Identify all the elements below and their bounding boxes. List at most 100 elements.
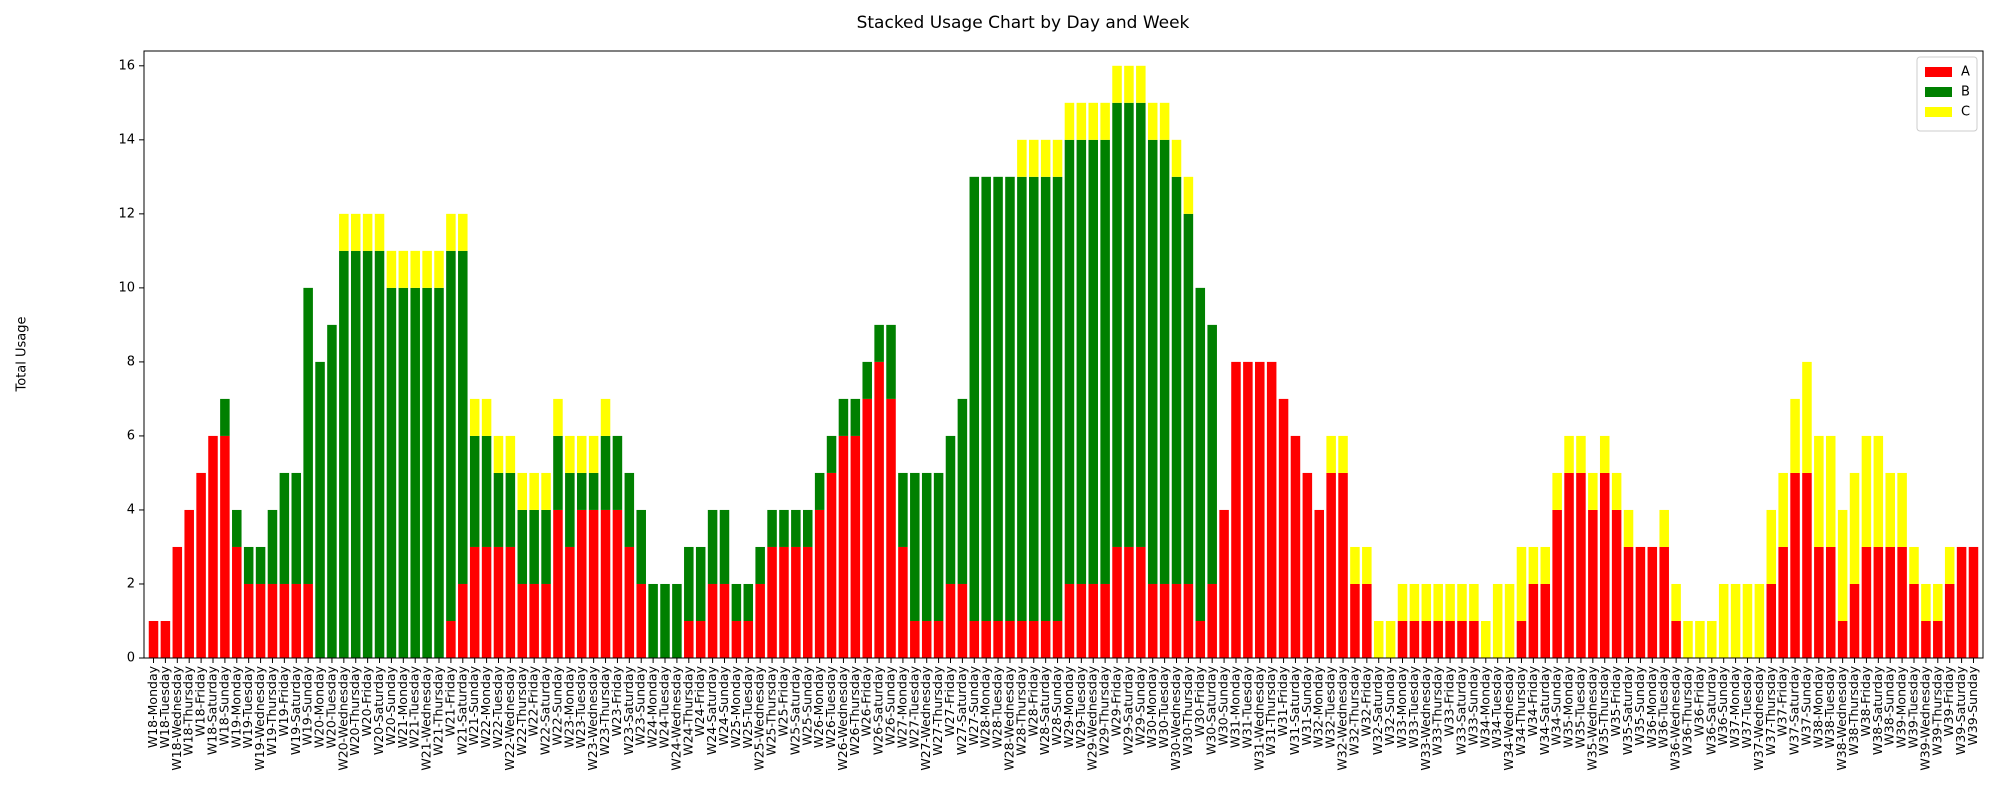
bar-segment — [1076, 139, 1087, 584]
bar-segment — [1064, 139, 1075, 584]
x-tick-label: W38-Thursday — [1846, 665, 1861, 755]
x-tick-label: W28-Friday — [1025, 665, 1040, 736]
x-tick-label: W39-Wednesday — [1917, 665, 1932, 770]
x-tick-label: W18-Monday — [145, 665, 160, 748]
bar-segment — [1802, 472, 1812, 658]
bar-segment — [600, 509, 611, 658]
x-tick-label: W36-Tuesday — [1656, 665, 1671, 748]
bar-segment — [1159, 583, 1170, 658]
bar-segment — [1576, 472, 1586, 658]
bar-segment — [672, 583, 682, 658]
bar-segment — [731, 620, 742, 658]
bar-segment — [1147, 102, 1158, 140]
bar-segment — [1778, 546, 1788, 658]
x-tick-label: W36-Sunday — [1715, 665, 1730, 745]
x-tick-label: W33-Tuesday — [1406, 665, 1421, 748]
x-tick-label: W26-Tuesday — [823, 665, 838, 748]
x-tick-label: W33-Saturday — [1453, 665, 1468, 755]
bar-segment — [814, 509, 825, 658]
bar-segment — [529, 583, 539, 658]
bar-segment — [684, 620, 694, 658]
x-tick-label: W38-Tuesday — [1822, 665, 1837, 748]
bar-segment — [1290, 435, 1301, 658]
bar-segment — [255, 546, 266, 584]
x-tick-label: W34-Thursday — [1513, 665, 1528, 755]
bar-segment — [1683, 620, 1693, 658]
bar-segment — [1469, 620, 1479, 658]
bar-segment — [1849, 472, 1860, 584]
x-tick-label: W31-Tuesday — [1239, 665, 1254, 748]
x-tick-label: W22-Sunday — [549, 665, 564, 745]
legend-swatch — [1925, 107, 1952, 117]
bar-segment — [1754, 583, 1765, 658]
bar-segment — [1718, 583, 1729, 658]
y-tick-label: 2 — [127, 576, 135, 591]
bar-segment — [1861, 435, 1872, 547]
y-tick-label: 14 — [118, 132, 135, 147]
bar-segment — [1588, 509, 1598, 658]
x-tick-label: W37-Friday — [1775, 665, 1790, 736]
x-tick-label: W34-Friday — [1525, 665, 1540, 736]
bar-segment — [1029, 139, 1039, 177]
bar-segment — [1088, 583, 1098, 658]
bar-segment — [1540, 546, 1551, 584]
bar-segment — [1825, 435, 1836, 547]
x-tick-label: W19-Sunday — [300, 665, 315, 745]
bar-segment — [1409, 583, 1420, 621]
bar-segment — [481, 398, 492, 436]
x-tick-label: W30-Tuesday — [1156, 665, 1171, 748]
x-tick-label: W34-Wednesday — [1501, 665, 1516, 770]
bar-segment — [874, 324, 884, 362]
bar-segment — [1528, 583, 1539, 658]
bar-segment — [279, 472, 290, 584]
x-tick-label: W20-Wednesday — [335, 665, 350, 770]
bar-segment — [160, 620, 171, 658]
bar-segment — [1873, 435, 1884, 547]
x-tick-label: W32-Friday — [1358, 665, 1373, 736]
x-tick-label: W39-Saturday — [1953, 665, 1968, 755]
bar-segment — [791, 546, 801, 658]
bar-segment — [588, 509, 599, 658]
bar-segment — [458, 213, 468, 251]
x-tick-label: W23-Tuesday — [573, 665, 588, 748]
bar-segment — [636, 583, 646, 658]
bar-segment — [898, 546, 908, 658]
bar-segment — [1136, 102, 1146, 547]
bar-segment — [1611, 509, 1622, 658]
x-tick-label: W32-Tuesday — [1323, 665, 1338, 748]
bar-segment — [1136, 546, 1146, 658]
x-tick-label: W33-Monday — [1394, 665, 1409, 748]
bar-segment — [1266, 361, 1277, 658]
bar-segment — [1481, 620, 1491, 658]
x-tick-label: W30-Saturday — [1204, 665, 1219, 755]
bar-segment — [743, 583, 754, 621]
bar-segment — [588, 472, 599, 510]
bar-segment — [291, 472, 302, 584]
bar-segment — [1100, 583, 1110, 658]
bar-segment — [1504, 583, 1515, 658]
x-tick-label: W22-Thursday — [514, 665, 529, 755]
bar-segment — [874, 361, 884, 658]
bar-segment — [576, 435, 587, 473]
bar-segment — [910, 472, 920, 621]
x-tick-label: W18-Friday — [193, 665, 208, 736]
bar-segment — [1659, 546, 1669, 658]
y-tick-label: 12 — [118, 206, 135, 221]
bar-segment — [446, 213, 456, 251]
x-tick-label: W36-Saturday — [1703, 665, 1718, 755]
bar-segment — [612, 435, 623, 510]
bar-segment — [1171, 583, 1182, 658]
bar-segment — [553, 509, 563, 658]
bar-segment — [446, 250, 456, 621]
bar-segment — [1088, 102, 1098, 140]
bar-segment — [576, 472, 587, 510]
bar-segment — [838, 435, 849, 658]
bar-segment — [1814, 435, 1824, 547]
bar-segment — [517, 472, 528, 510]
x-tick-label: W24-Friday — [692, 665, 707, 736]
x-tick-label: W34-Sunday — [1549, 665, 1564, 745]
x-tick-label: W20-Tuesday — [323, 665, 338, 748]
bar-segment — [1540, 583, 1551, 658]
x-tick-label: W39-Tuesday — [1906, 665, 1921, 748]
bar-segment — [1338, 435, 1348, 473]
